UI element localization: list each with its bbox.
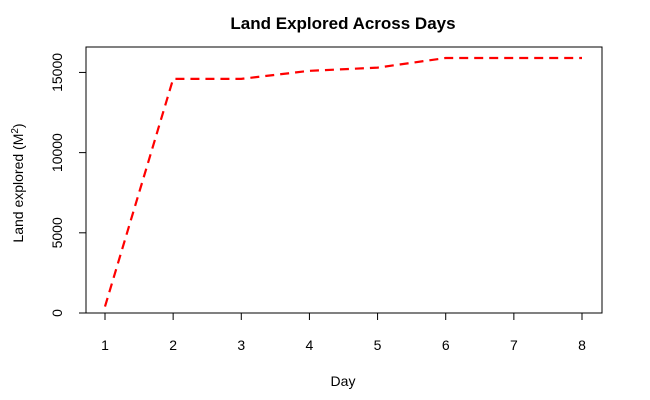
y-tick-label: 10000 [49, 133, 65, 172]
y-tick-label: 15000 [49, 53, 65, 92]
y-tick-label: 0 [49, 309, 65, 317]
y-axis: 0 5000 10000 15000 [49, 53, 87, 317]
x-tick-label: 5 [374, 337, 382, 353]
x-tick-label: 7 [510, 337, 518, 353]
chart-title: Land Explored Across Days [230, 14, 455, 33]
y-axis-label: Land explored (M2) [10, 123, 26, 242]
plot-area-border [85, 46, 603, 314]
y-tick-label: 5000 [49, 217, 65, 248]
x-axis-label: Day [331, 373, 356, 389]
y-axis-label-superscript: 2 [10, 128, 21, 134]
y-axis-label-close: ) [10, 123, 26, 128]
x-tick-label: 2 [169, 337, 177, 353]
y-axis-label-main: Land explored (M [10, 134, 26, 243]
series-layer [103, 56, 582, 307]
x-tick-label: 8 [578, 337, 586, 353]
x-tick-label: 4 [306, 337, 314, 353]
x-tick-label: 6 [442, 337, 450, 353]
x-tick-label: 3 [237, 337, 245, 353]
series-line [103, 56, 582, 307]
x-tick-label: 1 [101, 337, 109, 353]
x-axis: 1 2 3 4 5 6 7 8 [101, 312, 586, 353]
